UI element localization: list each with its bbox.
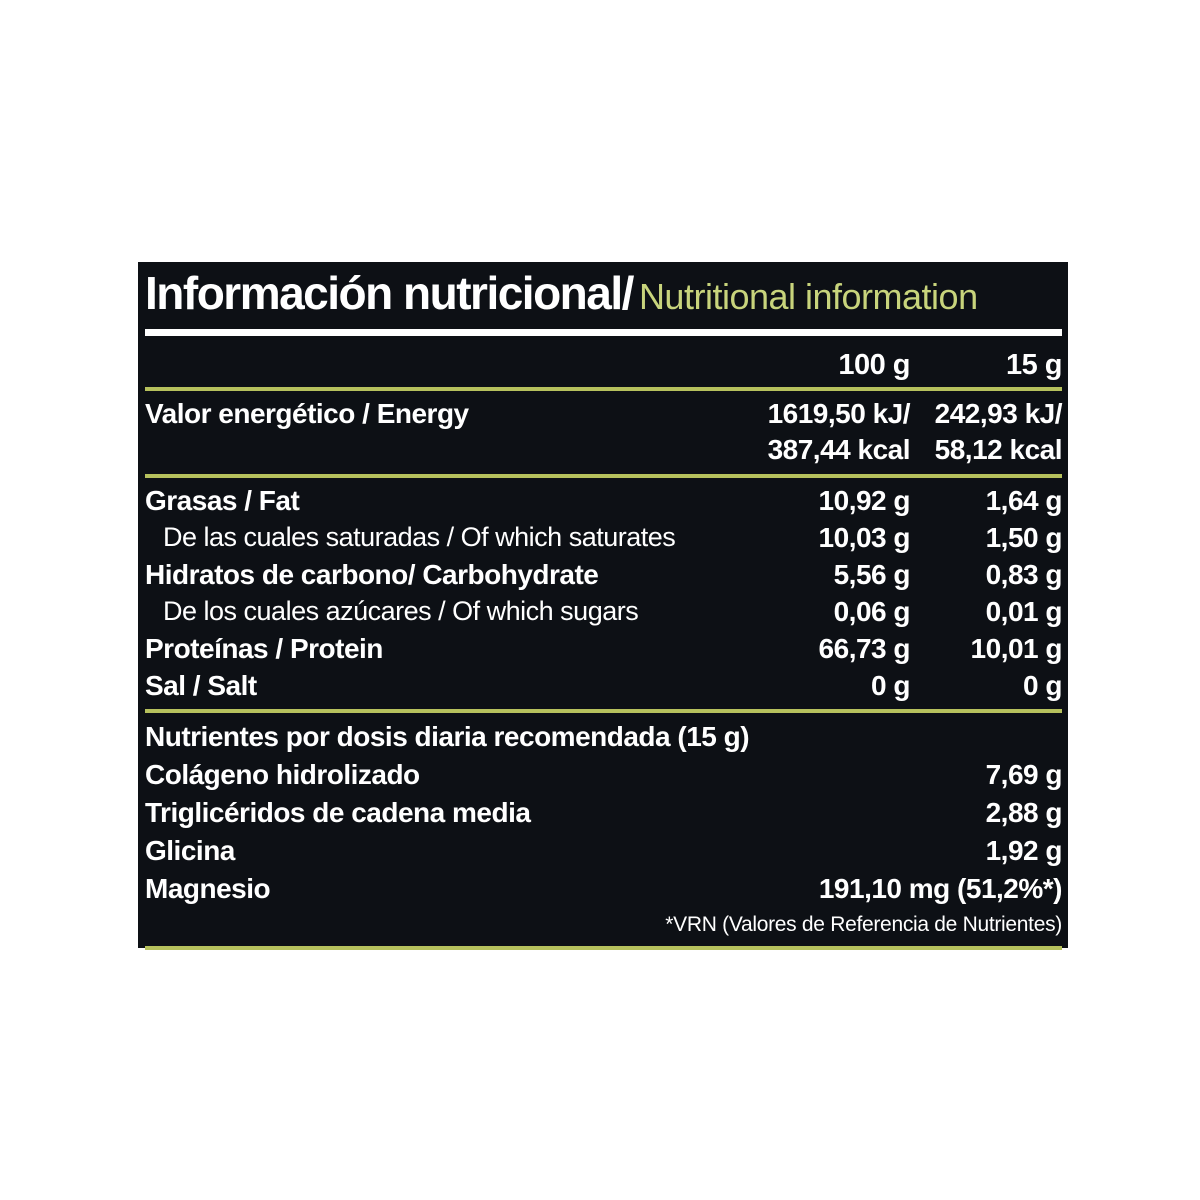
row-value-100g: 0 g [871, 670, 910, 701]
row-value-100g: 10,03 g [818, 522, 911, 553]
divider-line [145, 709, 1062, 713]
row-label: Grasas / Fat [145, 485, 300, 516]
nutrient-table: Grasas / Fat 10,92 g 1,64 g De las cuale… [145, 478, 1063, 709]
row-value-15g: 1,50 g [985, 522, 1063, 553]
header-divider-rule [145, 329, 1062, 336]
row-label: Triglicéridos de cadena media [145, 797, 531, 828]
row-label: Colágeno hidrolizado [145, 759, 420, 790]
energy-value-100g: 1619,50 kJ/ 387,44 kcal [760, 396, 911, 468]
energy-15g-kj: 242,93 kJ/ [934, 398, 1063, 429]
title-spanish: Información nutricional/ [145, 267, 634, 319]
divider-line [145, 387, 1062, 391]
column-header-100g: 100 g [838, 349, 910, 381]
row-label: Glicina [145, 835, 235, 866]
column-header-15g: 15 g [1005, 349, 1063, 381]
nutrition-label-panel: Información nutricional/ Nutritional inf… [138, 262, 1068, 950]
table-row-salt: Sal / Salt 0 g 0 g [145, 667, 1063, 704]
title-english: Nutritional information [638, 276, 978, 317]
column-header-row: 100 g 15 g [145, 336, 1062, 387]
bottom-divider-line [145, 946, 1062, 950]
row-label: Sal / Salt [145, 670, 257, 701]
row-value-100g: 0,06 g [833, 596, 911, 627]
row-value-15g: 1,64 g [985, 485, 1063, 516]
table-row-protein: Proteínas / Protein 66,73 g 10,01 g [145, 630, 1063, 667]
daily-dose-header: Nutrientes por dosis diaria recomendada … [145, 721, 750, 752]
row-value: 2,88 g [985, 797, 1063, 828]
row-value: 191,10 mg (51,2%*) [818, 873, 1063, 904]
row-value-100g: 5,56 g [833, 559, 911, 590]
vrn-footnote: *VRN (Valores de Referencia de Nutriente… [665, 913, 1062, 936]
table-row-sugars: De los cuales azúcares / Of which sugars… [145, 593, 1063, 630]
row-label: De las cuales saturadas / Of which satur… [163, 522, 676, 552]
row-value-15g: 0 g [1023, 670, 1062, 701]
row-value-100g: 10,92 g [818, 485, 911, 516]
daily-dose-section: Nutrientes por dosis diaria recomendada … [145, 713, 1063, 940]
energy-100g-kj: 1619,50 kJ/ [767, 398, 911, 429]
row-value: 1,92 g [985, 835, 1063, 866]
row-value-15g: 10,01 g [970, 633, 1063, 664]
row-label: Hidratos de carbono/ Carbohydrate [145, 559, 599, 590]
row-label: Magnesio [145, 873, 271, 904]
table-row-saturates: De las cuales saturadas / Of which satur… [145, 519, 1063, 556]
energy-100g-kcal: 387,44 kcal [767, 434, 911, 465]
daily-row-mct: Triglicéridos de cadena media 2,88 g [145, 794, 1062, 832]
energy-row: Valor energético / Energy 1619,50 kJ/ 38… [145, 391, 1063, 474]
label-header: Información nutricional/ Nutritional inf… [145, 270, 1062, 326]
table-row-carbohydrate: Hidratos de carbono/ Carbohydrate 5,56 g… [145, 556, 1063, 593]
energy-15g-kcal: 58,12 kcal [934, 434, 1063, 465]
row-label: De los cuales azúcares / Of which sugars [163, 596, 639, 626]
daily-row-collagen: Colágeno hidrolizado 7,69 g [145, 756, 1063, 794]
energy-label: Valor energético / Energy [145, 398, 469, 429]
energy-value-15g: 242,93 kJ/ 58,12 kcal [910, 396, 1063, 468]
row-value: 7,69 g [985, 759, 1063, 790]
daily-row-magnesium: Magnesio 191,10 mg (51,2%*) [145, 870, 1062, 908]
row-value-15g: 0,01 g [985, 596, 1063, 627]
row-value-15g: 0,83 g [985, 559, 1063, 590]
divider-line [145, 474, 1062, 478]
table-row-fat: Grasas / Fat 10,92 g 1,64 g [145, 482, 1063, 519]
daily-row-glycine: Glicina 1,92 g [145, 832, 1063, 870]
row-label: Proteínas / Protein [145, 633, 383, 664]
row-value-100g: 66,73 g [818, 633, 911, 664]
